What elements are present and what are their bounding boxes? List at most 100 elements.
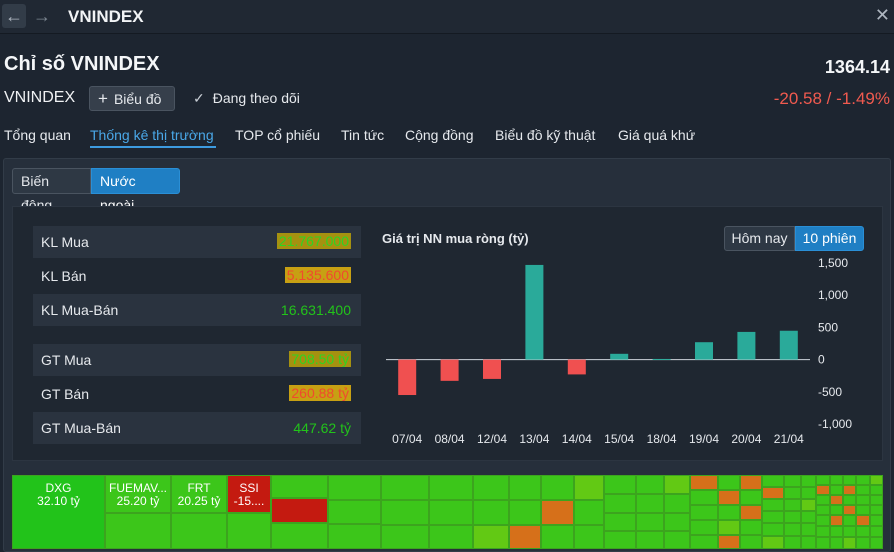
heatmap-cell[interactable] — [604, 475, 636, 494]
heatmap-cell[interactable] — [718, 475, 740, 490]
heatmap-cell[interactable] — [870, 485, 883, 495]
heatmap-cell[interactable] — [856, 485, 870, 495]
heatmap-cell[interactable] — [843, 485, 856, 495]
heatmap-cell[interactable] — [830, 537, 843, 549]
heatmap-cell[interactable] — [541, 475, 574, 500]
heatmap-cell[interactable] — [604, 531, 636, 549]
heatmap-cell[interactable] — [856, 526, 870, 537]
heatmap-cell[interactable] — [328, 524, 381, 549]
heatmap-cell[interactable] — [718, 520, 740, 535]
heatmap-cell[interactable] — [816, 537, 830, 549]
heatmap-cell[interactable] — [784, 511, 801, 523]
heatmap-cell[interactable] — [830, 485, 843, 495]
heatmap-cell[interactable] — [801, 475, 816, 487]
heatmap-cell[interactable] — [718, 535, 740, 549]
heatmap-cell[interactable] — [856, 495, 870, 505]
forward-button[interactable]: → — [30, 4, 54, 28]
heatmap-cell[interactable] — [856, 537, 870, 549]
heatmap-cell[interactable] — [740, 475, 762, 490]
heatmap-cell[interactable] — [816, 526, 830, 537]
heatmap-cell[interactable] — [690, 520, 718, 535]
heatmap-cell[interactable] — [473, 500, 509, 525]
heatmap-cell[interactable] — [690, 535, 718, 549]
heatmap-cell[interactable] — [690, 490, 718, 505]
heatmap-cell[interactable] — [843, 495, 856, 505]
heatmap-cell[interactable] — [574, 525, 604, 549]
heatmap-cell[interactable] — [784, 475, 801, 487]
heatmap-cell[interactable] — [509, 525, 541, 549]
heatmap-cell[interactable] — [762, 511, 784, 523]
heatmap-cell[interactable] — [636, 513, 664, 531]
heatmap-cell[interactable] — [843, 475, 856, 485]
heatmap-cell[interactable] — [636, 475, 664, 494]
heatmap-cell[interactable] — [870, 505, 883, 515]
heatmap-cell[interactable] — [664, 475, 690, 494]
heatmap-cell[interactable] — [870, 495, 883, 505]
heatmap-cell[interactable] — [690, 505, 718, 520]
heatmap-cell[interactable] — [604, 513, 636, 531]
heatmap-cell[interactable] — [816, 485, 830, 495]
heatmap-cell[interactable] — [762, 499, 784, 511]
heatmap-cell[interactable] — [870, 475, 883, 485]
heatmap-cell[interactable] — [843, 526, 856, 537]
heatmap-cell[interactable]: FRT 20.25 tỷ — [171, 475, 227, 513]
heatmap-cell[interactable] — [830, 515, 843, 526]
chart-button[interactable]: + Biểu đồ — [89, 86, 175, 111]
heatmap-cell[interactable] — [718, 505, 740, 520]
heatmap-cell[interactable] — [429, 475, 473, 500]
heatmap-cell[interactable] — [541, 500, 574, 525]
heatmap-cell[interactable] — [271, 498, 328, 523]
heatmap-cell[interactable] — [843, 505, 856, 515]
heatmap-cell[interactable] — [328, 500, 381, 524]
heatmap-cell[interactable] — [740, 535, 762, 549]
heatmap-cell[interactable] — [843, 537, 856, 549]
heatmap-cell[interactable] — [870, 515, 883, 526]
heatmap-cell[interactable] — [664, 494, 690, 513]
heatmap-cell[interactable] — [574, 500, 604, 525]
heatmap-cell[interactable] — [856, 505, 870, 515]
heatmap-cell[interactable] — [830, 526, 843, 537]
heatmap-cell[interactable] — [473, 475, 509, 500]
heatmap-cell[interactable] — [784, 523, 801, 536]
heatmap-cell[interactable] — [784, 536, 801, 549]
heatmap-cell[interactable] — [271, 523, 328, 549]
range-10-sessions-button[interactable]: 10 phiên — [795, 226, 864, 251]
tab-top-co-phieu[interactable]: TOP cổ phiếu — [235, 127, 321, 143]
tab-tong-quan[interactable]: Tổng quan — [4, 127, 71, 143]
heatmap-cell[interactable] — [830, 505, 843, 515]
heatmap-cell[interactable] — [328, 475, 381, 500]
heatmap-cell[interactable] — [762, 475, 784, 487]
heatmap-cell[interactable] — [762, 487, 784, 499]
heatmap-cell[interactable] — [740, 520, 762, 535]
heatmap-cell[interactable] — [816, 475, 830, 485]
heatmap-cell[interactable] — [664, 531, 690, 549]
heatmap-cell[interactable] — [171, 513, 227, 549]
range-today-button[interactable]: Hôm nay — [724, 226, 795, 251]
heatmap-cell[interactable] — [801, 487, 816, 499]
heatmap-cell[interactable] — [801, 523, 816, 536]
heatmap-cell[interactable] — [541, 525, 574, 549]
subtab-bien-dong[interactable]: Biến động — [12, 168, 91, 213]
heatmap-cell[interactable] — [784, 487, 801, 499]
heatmap-cell[interactable] — [830, 495, 843, 505]
heatmap-cell[interactable] — [762, 523, 784, 536]
heatmap-cell[interactable] — [856, 515, 870, 526]
heatmap-cell[interactable] — [690, 475, 718, 490]
heatmap-cell[interactable] — [227, 513, 271, 549]
tab-thong-ke-thi-truong[interactable]: Thống kê thị trường — [90, 127, 214, 143]
heatmap-cell[interactable] — [381, 525, 429, 549]
heatmap-cell[interactable] — [429, 500, 473, 525]
heatmap-cell[interactable] — [816, 515, 830, 526]
heatmap-cell[interactable] — [740, 490, 762, 505]
heatmap-cell[interactable] — [856, 475, 870, 485]
heatmap-cell[interactable] — [801, 499, 816, 511]
heatmap-cell[interactable] — [381, 475, 429, 500]
heatmap-cell[interactable] — [509, 500, 541, 525]
heatmap-cell[interactable] — [636, 494, 664, 513]
heatmap-cell[interactable] — [718, 490, 740, 505]
heatmap-cell[interactable]: FUEMAV... 25.20 tỷ — [105, 475, 171, 513]
heatmap-cell[interactable] — [801, 536, 816, 549]
heatmap-cell[interactable] — [574, 475, 604, 500]
tab-gia-qua-khu[interactable]: Giá quá khứ — [618, 127, 696, 143]
heatmap-cell[interactable] — [271, 475, 328, 498]
